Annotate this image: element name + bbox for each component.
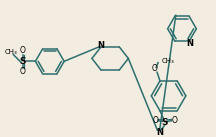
Text: N: N <box>156 128 164 137</box>
Text: O: O <box>172 116 177 125</box>
Text: CH₃: CH₃ <box>162 58 175 64</box>
Text: O: O <box>20 67 26 76</box>
Text: S: S <box>162 118 168 127</box>
Text: N: N <box>187 39 194 48</box>
Text: S: S <box>20 57 26 66</box>
Text: N: N <box>98 41 105 50</box>
Text: O: O <box>151 64 157 73</box>
Text: CH₃: CH₃ <box>5 49 18 55</box>
Text: O: O <box>152 116 158 125</box>
Text: O: O <box>20 46 26 55</box>
